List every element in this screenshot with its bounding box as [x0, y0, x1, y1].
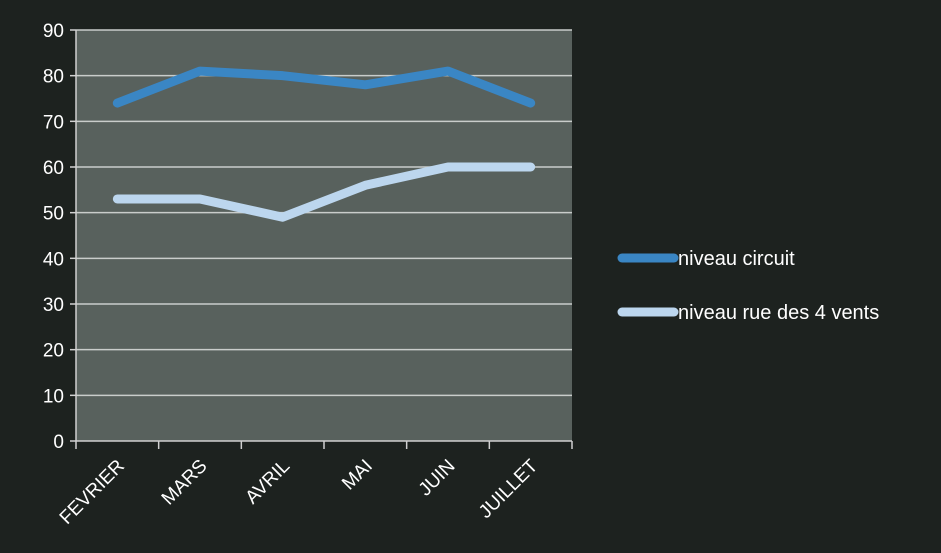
y-axis-tick-labels: 0 10 20 30 40 50 60 70 80 90: [43, 21, 64, 453]
y-tick-label: 50: [43, 204, 64, 225]
series-line-1: [112, 66, 536, 108]
y-tick-label: 80: [43, 67, 64, 88]
y-tick-label: 70: [43, 112, 64, 133]
y-tick-label: 0: [53, 432, 64, 453]
y-tick-label: 90: [43, 21, 64, 42]
axes: [70, 29, 573, 449]
y-tick-label: 30: [43, 295, 64, 316]
plot-area: [76, 30, 572, 441]
legend-label: niveau circuit: [678, 248, 795, 270]
x-axis-tick-labels: FEVRIER MARS AVRIL MAI JUIN JUILLET: [56, 455, 543, 528]
x-tick-label: JUIN: [415, 456, 460, 501]
series-line-2: [112, 162, 536, 222]
legend: niveau circuit niveau rue des 4 vents: [617, 248, 879, 324]
x-tick-label: MARS: [158, 456, 212, 510]
y-tick-label: 10: [43, 386, 64, 407]
x-tick-label: FEVRIER: [56, 456, 129, 529]
y-tick-label: 20: [43, 341, 64, 362]
x-tick-label: JUILLET: [475, 455, 542, 522]
legend-label: niveau rue des 4 vents: [678, 302, 879, 324]
x-tick-label: MAI: [338, 456, 377, 495]
series-lines: [112, 66, 536, 222]
gridlines: [76, 29, 572, 397]
x-tick-label: AVRIL: [242, 456, 295, 509]
y-tick-label: 40: [43, 249, 64, 270]
y-tick-label: 60: [43, 158, 64, 179]
